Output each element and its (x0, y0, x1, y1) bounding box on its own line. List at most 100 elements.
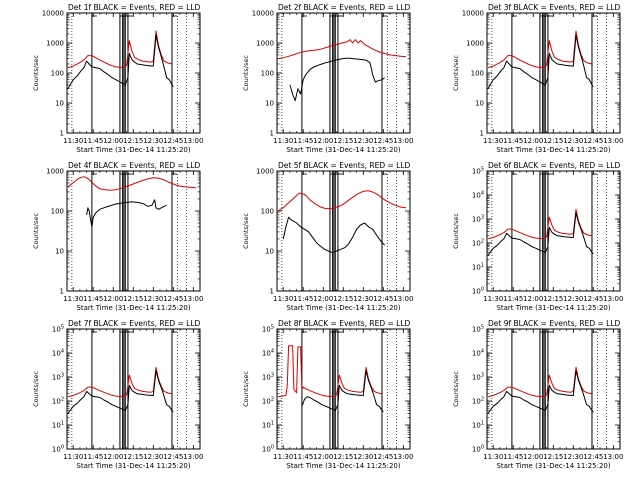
y-tick-label: 1000 (256, 40, 274, 48)
y-tick-label: 102 (472, 397, 484, 406)
lld-series-line (487, 208, 593, 240)
x-axis-label: Start Time (31-Dec-14 11:25:20) (286, 462, 400, 470)
y-tick-label: 1 (480, 130, 484, 138)
x-tick-label: 11:30 (483, 453, 503, 461)
x-tick-label: 11:45 (83, 295, 103, 303)
x-tick-label: 11:45 (293, 137, 313, 145)
lld-series-line (67, 176, 197, 191)
x-tick-label: 12:30 (563, 137, 583, 145)
x-tick-label: 13:00 (183, 453, 203, 461)
x-tick-label: 12:00 (103, 295, 123, 303)
x-tick-label: 12:30 (563, 453, 583, 461)
panel-title: Det 6f BLACK = Events, RED = LLD (488, 161, 621, 170)
x-tick-label: 11:45 (83, 137, 103, 145)
y-axis-label: Counts/sec (242, 55, 250, 91)
panel-title: Det 2f BLACK = Events, RED = LLD (278, 3, 411, 12)
x-tick-label: 12:30 (563, 295, 583, 303)
y-tick-label: 105 (262, 325, 274, 334)
panel: Det 9f BLACK = Events, RED = LLD 100 101 10… (452, 319, 623, 470)
y-tick-label: 10 (265, 248, 274, 256)
panel-plot-area (487, 329, 608, 449)
x-tick-label: 12:30 (353, 453, 373, 461)
y-axis-label: Counts/sec (242, 371, 250, 407)
x-tick-label: 12:45 (163, 453, 183, 461)
panel: Det 2f BLACK = Events, RED = LLD 1 10 100 10… (242, 3, 413, 154)
x-tick-label: 13:00 (603, 295, 623, 303)
y-tick-label: 104 (262, 349, 274, 358)
events-series-line (487, 212, 594, 256)
y-tick-label: 103 (262, 373, 274, 382)
y-tick-label: 100 (472, 287, 484, 296)
y-tick-label: 101 (472, 263, 484, 272)
y-tick-label: 102 (262, 397, 274, 406)
events-series-line (67, 34, 174, 89)
panel-title: Det 9f BLACK = Events, RED = LLD (488, 319, 621, 328)
panel: Det 1f BLACK = Events, RED = LLD 1 10 100 10… (32, 3, 203, 154)
x-tick-label: 12:30 (143, 295, 163, 303)
lld-series-line (67, 30, 173, 69)
x-axis-label: Start Time (31-Dec-14 11:25:20) (496, 462, 610, 470)
y-tick-label: 103 (472, 215, 484, 224)
x-tick-label: 11:45 (293, 295, 313, 303)
y-tick-label: 101 (472, 421, 484, 430)
x-tick-label: 13:00 (603, 137, 623, 145)
y-tick-label: 102 (472, 239, 484, 248)
x-tick-label: 12:00 (313, 453, 333, 461)
y-tick-label: 100 (51, 70, 64, 78)
events-series-line (86, 199, 167, 228)
events-series-line (301, 370, 384, 413)
x-tick-label: 12:30 (143, 453, 163, 461)
panel-plot-area (487, 171, 608, 291)
y-tick-label: 1 (60, 130, 64, 138)
y-axis-label: Counts/sec (32, 55, 40, 91)
panel-frame (486, 328, 621, 450)
x-tick-label: 12:15 (123, 453, 143, 461)
events-series-line (487, 34, 594, 89)
y-tick-label: 10 (265, 100, 274, 108)
x-tick-label: 12:45 (373, 295, 393, 303)
x-tick-label: 12:45 (583, 453, 603, 461)
lld-series-line (277, 39, 407, 60)
x-tick-label: 13:00 (393, 137, 413, 145)
y-tick-label: 101 (262, 421, 274, 430)
panel: Det 7f BLACK = Events, RED = LLD 100 101 10… (32, 319, 203, 470)
panel-title: Det 1f BLACK = Events, RED = LLD (68, 3, 201, 12)
x-tick-label: 12:00 (523, 295, 543, 303)
y-tick-label: 1000 (46, 40, 64, 48)
y-axis-label: Counts/sec (242, 213, 250, 249)
x-tick-label: 12:45 (583, 295, 603, 303)
x-tick-label: 11:45 (83, 453, 103, 461)
x-tick-label: 11:30 (273, 137, 293, 145)
panel-frame (66, 328, 201, 450)
x-tick-label: 11:30 (63, 453, 83, 461)
y-tick-label: 104 (52, 349, 64, 358)
x-tick-label: 11:30 (483, 295, 503, 303)
x-tick-label: 13:00 (393, 295, 413, 303)
panel-plot-area (277, 13, 407, 133)
x-axis-label: Start Time (31-Dec-14 11:25:20) (76, 462, 190, 470)
y-axis-label: Counts/sec (32, 213, 40, 249)
y-tick-label: 10000 (42, 10, 64, 18)
y-tick-label: 104 (472, 349, 484, 358)
x-tick-label: 12:30 (143, 137, 163, 145)
y-tick-label: 103 (472, 373, 484, 382)
x-tick-label: 12:15 (543, 137, 563, 145)
y-axis-label: Counts/sec (452, 371, 460, 407)
panel-frame (66, 12, 201, 134)
y-tick-label: 1000 (46, 168, 64, 176)
lld-series-line (487, 366, 593, 398)
panel-plot-area (67, 329, 188, 449)
x-tick-label: 12:15 (543, 295, 563, 303)
x-tick-label: 11:30 (273, 453, 293, 461)
x-tick-label: 12:30 (353, 295, 373, 303)
y-tick-label: 103 (52, 373, 64, 382)
y-axis-label: Counts/sec (452, 213, 460, 249)
panel-title: Det 8f BLACK = Events, RED = LLD (278, 319, 411, 328)
x-tick-label: 13:00 (393, 453, 413, 461)
x-tick-label: 11:45 (503, 137, 523, 145)
panel-plot-area (67, 171, 197, 291)
panel-plot-area (277, 171, 407, 291)
y-tick-label: 1000 (256, 168, 274, 176)
y-tick-label: 10 (55, 100, 64, 108)
x-tick-label: 13:00 (183, 137, 203, 145)
